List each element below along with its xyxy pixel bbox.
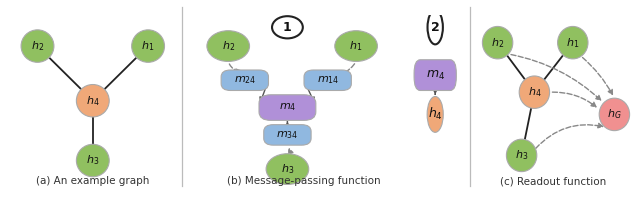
Text: $h_2$: $h_2$	[221, 39, 235, 53]
Circle shape	[557, 26, 588, 59]
Text: $h_1$: $h_1$	[349, 39, 363, 53]
Text: $h_4$: $h_4$	[527, 85, 541, 99]
Circle shape	[272, 16, 303, 38]
FancyBboxPatch shape	[259, 95, 316, 120]
Circle shape	[335, 31, 378, 62]
Text: 1: 1	[283, 21, 292, 34]
Text: $h_3$: $h_3$	[86, 154, 99, 168]
FancyBboxPatch shape	[221, 70, 269, 90]
Text: (c) Readout function: (c) Readout function	[500, 176, 607, 186]
Circle shape	[483, 26, 513, 59]
Circle shape	[427, 96, 444, 132]
FancyBboxPatch shape	[304, 70, 351, 90]
Circle shape	[519, 76, 550, 108]
Text: $h_1$: $h_1$	[141, 39, 155, 53]
Circle shape	[132, 30, 164, 62]
Circle shape	[76, 144, 109, 177]
Text: $h_2$: $h_2$	[31, 39, 44, 53]
Circle shape	[506, 139, 537, 172]
Text: $m_4$: $m_4$	[279, 102, 296, 113]
Circle shape	[207, 31, 250, 62]
Text: $h_3$: $h_3$	[515, 148, 528, 162]
Circle shape	[76, 85, 109, 117]
Text: $h_4$: $h_4$	[428, 106, 443, 122]
FancyBboxPatch shape	[414, 60, 456, 90]
FancyBboxPatch shape	[264, 125, 311, 145]
Text: $h_4$: $h_4$	[86, 94, 100, 108]
Circle shape	[21, 30, 54, 62]
Text: $m_{34}$: $m_{34}$	[276, 129, 299, 141]
Text: $h_1$: $h_1$	[566, 36, 579, 49]
Circle shape	[599, 98, 630, 131]
Text: (b) Message-passing function: (b) Message-passing function	[227, 176, 381, 186]
Circle shape	[266, 154, 308, 184]
Text: $h_G$: $h_G$	[607, 108, 621, 121]
Circle shape	[428, 10, 443, 44]
Text: $m_{24}$: $m_{24}$	[234, 74, 256, 86]
Text: $h_2$: $h_2$	[491, 36, 504, 49]
Text: $m_{14}$: $m_{14}$	[317, 74, 339, 86]
Text: (a) An example graph: (a) An example graph	[36, 176, 150, 186]
Text: $h_3$: $h_3$	[281, 162, 294, 176]
Text: $m_4$: $m_4$	[426, 69, 445, 82]
Text: 2: 2	[431, 21, 440, 34]
